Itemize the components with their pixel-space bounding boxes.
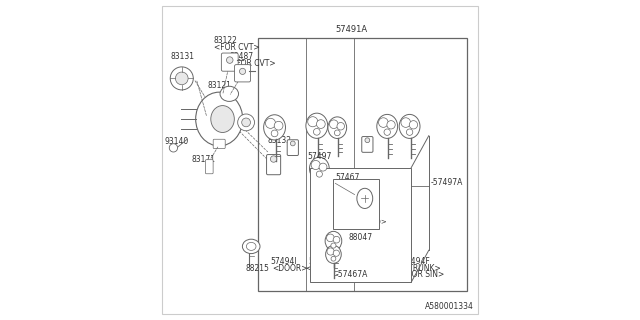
Text: 88047: 88047 <box>349 233 373 242</box>
Text: <TRUNK>: <TRUNK> <box>403 264 441 273</box>
Circle shape <box>337 123 344 130</box>
Circle shape <box>333 250 339 256</box>
Ellipse shape <box>357 188 372 209</box>
Circle shape <box>319 163 327 171</box>
Circle shape <box>401 118 411 127</box>
Bar <box>333 179 380 229</box>
Ellipse shape <box>246 243 256 251</box>
Ellipse shape <box>326 245 341 263</box>
Text: 83132: 83132 <box>268 136 291 145</box>
Circle shape <box>327 248 334 255</box>
Text: 93140: 93140 <box>165 137 189 146</box>
Bar <box>310 168 411 282</box>
Text: A580001334: A580001334 <box>426 302 474 311</box>
FancyBboxPatch shape <box>235 65 251 82</box>
Ellipse shape <box>243 239 260 254</box>
FancyBboxPatch shape <box>205 160 213 174</box>
Ellipse shape <box>325 231 342 251</box>
Text: NS<CR1620>: NS<CR1620> <box>339 219 387 225</box>
Text: 83122: 83122 <box>214 36 237 45</box>
Bar <box>258 38 467 291</box>
Text: <FOR SIN>: <FOR SIN> <box>401 270 444 279</box>
Text: <FOR CVT>: <FOR CVT> <box>230 59 275 68</box>
Text: 83121: 83121 <box>207 81 231 90</box>
Text: 57467: 57467 <box>335 173 360 182</box>
Circle shape <box>271 156 277 162</box>
Circle shape <box>169 144 178 152</box>
FancyBboxPatch shape <box>362 137 373 152</box>
Text: 57491A: 57491A <box>336 25 368 34</box>
Circle shape <box>311 160 320 170</box>
Circle shape <box>387 121 396 129</box>
Circle shape <box>331 243 336 248</box>
Circle shape <box>384 129 390 135</box>
Text: <FOR CVT>: <FOR CVT> <box>214 43 259 52</box>
Text: 88026: 88026 <box>349 219 372 228</box>
Ellipse shape <box>220 86 239 101</box>
Circle shape <box>365 138 370 143</box>
Circle shape <box>314 128 320 135</box>
Circle shape <box>239 68 246 75</box>
Ellipse shape <box>264 115 285 140</box>
Circle shape <box>410 121 418 129</box>
Ellipse shape <box>399 115 420 139</box>
Text: <DOOR>: <DOOR> <box>273 264 308 273</box>
Text: 83131: 83131 <box>170 52 195 61</box>
Text: 88215: 88215 <box>246 264 269 273</box>
FancyBboxPatch shape <box>221 53 238 71</box>
Circle shape <box>237 114 255 131</box>
Circle shape <box>271 130 278 137</box>
Ellipse shape <box>306 113 328 138</box>
FancyBboxPatch shape <box>287 140 298 156</box>
Circle shape <box>170 67 193 90</box>
Circle shape <box>316 171 323 177</box>
Ellipse shape <box>196 92 243 146</box>
Circle shape <box>274 121 283 130</box>
Text: 57497: 57497 <box>308 152 332 161</box>
Circle shape <box>406 129 413 135</box>
Text: <GLOVE BOX>: <GLOVE BOX> <box>306 264 362 273</box>
Circle shape <box>326 234 334 242</box>
Circle shape <box>333 236 340 243</box>
Circle shape <box>242 118 250 127</box>
FancyBboxPatch shape <box>213 139 225 148</box>
FancyBboxPatch shape <box>267 155 280 175</box>
Text: 83171: 83171 <box>191 155 215 164</box>
Circle shape <box>227 57 233 63</box>
Text: 57494F: 57494F <box>402 257 430 266</box>
Circle shape <box>331 256 336 261</box>
Circle shape <box>335 130 340 136</box>
Text: -57467A: -57467A <box>335 270 368 279</box>
Text: 83487: 83487 <box>230 52 254 61</box>
Circle shape <box>175 72 188 85</box>
Circle shape <box>266 118 276 128</box>
Circle shape <box>330 120 338 129</box>
Text: -57497A: -57497A <box>431 178 463 187</box>
Text: 57494I: 57494I <box>270 257 297 266</box>
Ellipse shape <box>211 106 234 132</box>
Circle shape <box>316 120 325 128</box>
Circle shape <box>308 117 318 127</box>
Text: 57494G: 57494G <box>309 257 339 266</box>
Circle shape <box>378 118 388 127</box>
Ellipse shape <box>328 117 347 139</box>
Ellipse shape <box>310 157 329 180</box>
Ellipse shape <box>377 115 397 139</box>
Circle shape <box>291 141 295 146</box>
